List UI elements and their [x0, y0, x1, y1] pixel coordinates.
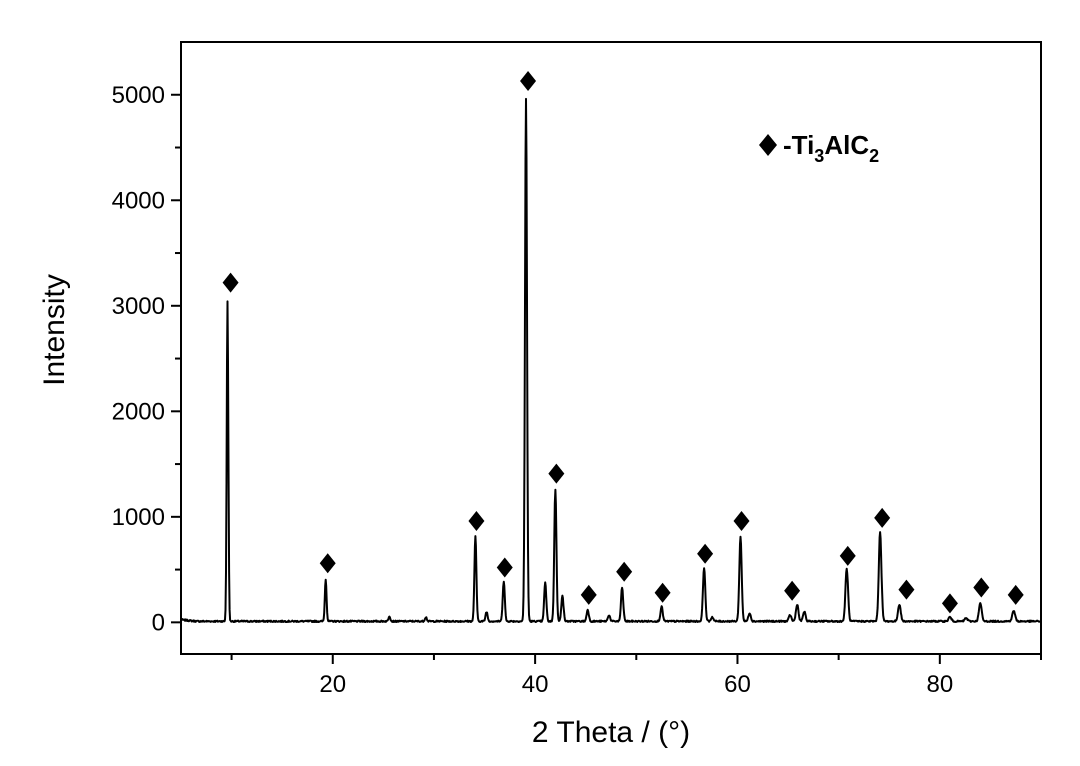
diamond-marker	[898, 579, 915, 600]
y-tick-label: 4000	[112, 187, 165, 214]
diamond-marker	[468, 511, 485, 532]
diamond-marker	[319, 553, 336, 574]
x-tick-label: 20	[319, 671, 346, 698]
y-tick-label: 5000	[112, 82, 165, 109]
x-axis-ticks: 20 40 60 80	[230, 654, 1042, 698]
diamond-marker	[784, 580, 801, 601]
diamond-marker	[548, 463, 565, 484]
diamond-marker	[616, 561, 633, 582]
x-axis-title: 2 Theta / (°)	[532, 716, 690, 749]
plot-frame	[180, 41, 1042, 655]
x-tick-label: 40	[522, 671, 549, 698]
diamond-marker	[654, 582, 671, 603]
y-tick-label: 1000	[112, 504, 165, 531]
intensity-series-line	[180, 97, 1042, 623]
diamond-marker	[874, 507, 891, 528]
y-axis-title: Intensity	[38, 274, 71, 386]
legend-label-sub-1: 3	[814, 146, 824, 166]
y-axis-ticks: 0 1000 2000 3000 4000 5000	[112, 82, 181, 636]
legend-diamond-icon	[759, 134, 777, 156]
diamond-marker	[520, 71, 537, 92]
diamond-marker	[580, 584, 597, 605]
y-tick-label: 3000	[112, 293, 165, 320]
diamond-marker	[733, 511, 750, 532]
y-tick-label: 0	[152, 609, 165, 636]
diamond-marker	[941, 593, 958, 614]
legend-label: -Ti3AlC2	[783, 130, 879, 166]
x-tick-label: 60	[724, 671, 751, 698]
diamond-marker	[222, 272, 239, 293]
legend: -Ti3AlC2	[759, 130, 879, 166]
y-tick-label: 2000	[112, 398, 165, 425]
x-tick-label: 80	[926, 671, 953, 698]
legend-label-part-1: -Ti	[783, 130, 814, 160]
legend-label-sub-2: 2	[869, 146, 879, 166]
diamond-marker	[839, 545, 856, 566]
diamond-marker	[973, 577, 990, 598]
peak-markers	[222, 71, 1024, 614]
diamond-marker	[1007, 584, 1024, 605]
legend-label-part-2: AlC	[824, 130, 869, 160]
diamond-marker	[697, 543, 714, 564]
diamond-marker	[496, 557, 513, 578]
